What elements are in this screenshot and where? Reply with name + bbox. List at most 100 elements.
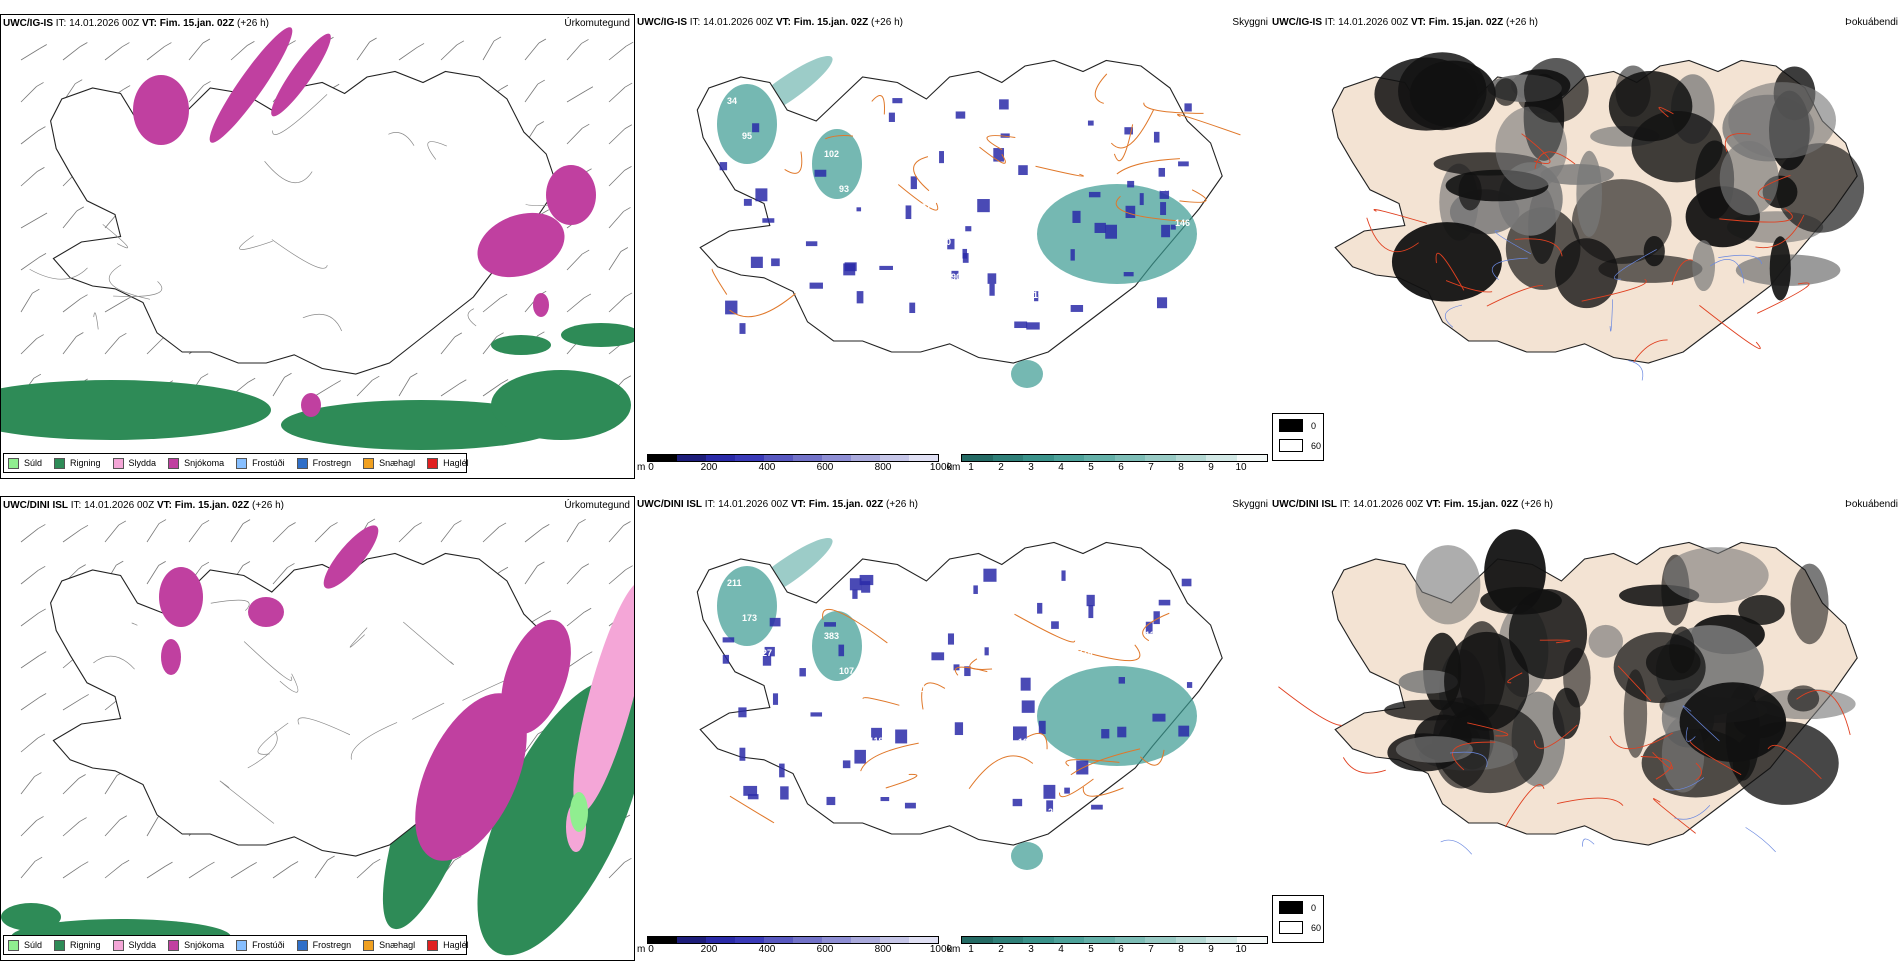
road	[264, 160, 313, 184]
road	[1142, 612, 1170, 642]
river	[1491, 257, 1528, 280]
ceiling-cell	[1178, 161, 1189, 167]
road	[1467, 722, 1509, 737]
ceiling-value-label: 93	[839, 184, 849, 194]
wind-barb	[230, 862, 257, 879]
road	[1757, 174, 1791, 201]
wind-barb	[104, 815, 128, 837]
wind-barb	[62, 332, 84, 355]
legend-label: Haglél	[443, 940, 469, 950]
fog-area	[1787, 685, 1820, 712]
wind-barb	[20, 733, 46, 753]
road	[1486, 285, 1543, 307]
ceiling-colorbar: m 0 200 400 600 800 1000	[637, 452, 952, 478]
river	[1440, 839, 1472, 855]
ceiling-cell	[1139, 193, 1144, 206]
road	[1671, 259, 1693, 286]
precip-area	[491, 370, 631, 440]
ceiling-cell	[842, 760, 851, 769]
ceiling-cell	[1153, 611, 1160, 625]
ceiling-visibility-panel: 211 383 142 129 374 173 107 142 97 100 127 120 115 21…	[637, 496, 1272, 961]
ceiling-value-label: 324	[1078, 647, 1093, 657]
ceiling-value-label: 211	[727, 578, 742, 588]
ceiling-value-label: 142	[936, 719, 951, 729]
ceiling-value-label: 146	[1175, 218, 1190, 228]
road	[1640, 756, 1672, 780]
ceiling-map: 34 102 31 179 126 95 93 130 19 107 99 86 90 88 122 126 1…	[696, 55, 1241, 388]
ceiling-value-label: 118	[869, 736, 884, 746]
ceiling-cell	[1124, 127, 1133, 135]
precip-legend-item: Snjókoma	[168, 457, 224, 469]
river	[1685, 727, 1696, 742]
wind-barb	[608, 166, 632, 187]
wind-barb	[272, 372, 292, 397]
ceiling-cell	[888, 112, 895, 122]
legend-label: Rigning	[70, 458, 101, 468]
wind-barb	[314, 855, 335, 879]
legend-label: Rigning	[70, 940, 101, 950]
fog-legend: 0 60	[1272, 413, 1324, 461]
ceiling-cell	[1037, 602, 1043, 614]
wind-barb	[20, 334, 44, 355]
fog-area	[1508, 588, 1588, 680]
road	[239, 235, 273, 250]
fog-area	[1790, 563, 1829, 645]
ceiling-cell	[977, 199, 990, 213]
ceiling-cell	[931, 652, 945, 661]
ceiling-cell	[965, 226, 972, 232]
road	[1139, 749, 1165, 766]
road	[1035, 165, 1084, 177]
river	[1682, 705, 1720, 742]
ceiling-value-label: 100	[1130, 595, 1145, 605]
wind-barb	[188, 81, 211, 103]
wind-barb	[482, 522, 507, 543]
road	[403, 621, 454, 665]
model-name: UWC/DINI ISL	[1272, 499, 1337, 510]
ceiling-cell	[799, 668, 806, 677]
precip-legend-item: Rigning	[54, 939, 101, 951]
ceiling-unit: m	[637, 462, 646, 473]
init-time: IT: 14.01.2026 00Z	[702, 499, 791, 510]
road	[871, 94, 885, 115]
ceiling-cell	[826, 796, 836, 806]
wind-barb	[566, 249, 590, 271]
wind-barb	[20, 693, 47, 711]
legend-swatch	[363, 939, 375, 951]
wind-barb	[356, 37, 377, 61]
legend-swatch	[8, 939, 19, 951]
road	[219, 780, 275, 824]
ceiling-cell	[725, 300, 738, 315]
road	[1514, 238, 1563, 257]
valid-time: VT: Fim. 15.jan. 02Z	[1410, 17, 1504, 28]
ceiling-cell	[1184, 103, 1192, 112]
fog-legend: 0 60	[1272, 895, 1324, 943]
road	[1724, 133, 1751, 152]
ceiling-cell	[1127, 180, 1135, 188]
precip-area	[1037, 666, 1197, 766]
ceiling-cell	[824, 622, 836, 627]
river	[1745, 827, 1776, 853]
legend-label: Frostregn	[312, 458, 352, 468]
fog-area	[1458, 621, 1506, 721]
ceiling-value-label: 176	[1078, 165, 1093, 175]
ceiling-cell	[947, 633, 955, 645]
precip-area	[573, 580, 634, 814]
ceiling-cell	[1170, 224, 1176, 230]
field-name: Úrkomutegund	[564, 500, 630, 511]
wind-barb	[440, 332, 463, 355]
road	[969, 658, 993, 670]
precip-area	[161, 639, 181, 675]
river	[1444, 304, 1463, 328]
road	[1116, 158, 1180, 175]
precip-area	[561, 323, 634, 347]
wind-barb	[104, 296, 132, 313]
road	[979, 146, 1006, 164]
visibility-tick: 8	[1178, 462, 1184, 473]
ceiling-cell	[1072, 210, 1081, 223]
wind-barb	[230, 40, 255, 61]
ceiling-cell	[1021, 700, 1035, 713]
precip-area	[717, 84, 777, 164]
wind-barb	[20, 772, 42, 795]
fog-area	[1398, 670, 1458, 694]
ceiling-cell	[954, 722, 964, 736]
